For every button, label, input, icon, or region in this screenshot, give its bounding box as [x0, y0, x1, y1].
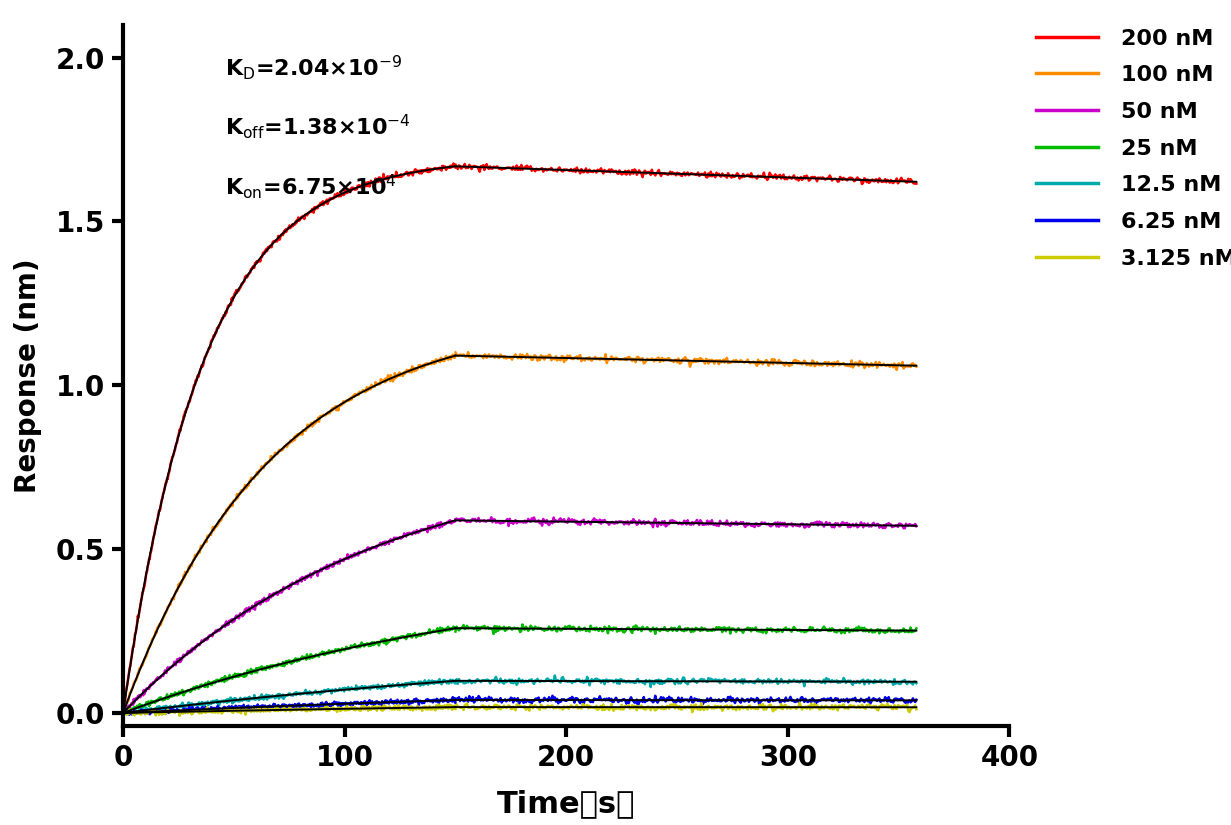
Legend: 200 nM, 100 nM, 50 nM, 25 nM, 12.5 nM, 6.25 nM, 3.125 nM: 200 nM, 100 nM, 50 nM, 25 nM, 12.5 nM, 6…	[1029, 21, 1231, 276]
Text: K$_{\rm on}$=6.75×10$^{4}$: K$_{\rm on}$=6.75×10$^{4}$	[225, 172, 396, 200]
Y-axis label: Response (nm): Response (nm)	[14, 258, 42, 493]
Text: K$_{\rm D}$=2.04×10$^{-9}$: K$_{\rm D}$=2.04×10$^{-9}$	[225, 53, 403, 82]
X-axis label: Time（s）: Time（s）	[497, 789, 635, 818]
Text: K$_{\rm off}$=1.38×10$^{-4}$: K$_{\rm off}$=1.38×10$^{-4}$	[225, 112, 411, 141]
